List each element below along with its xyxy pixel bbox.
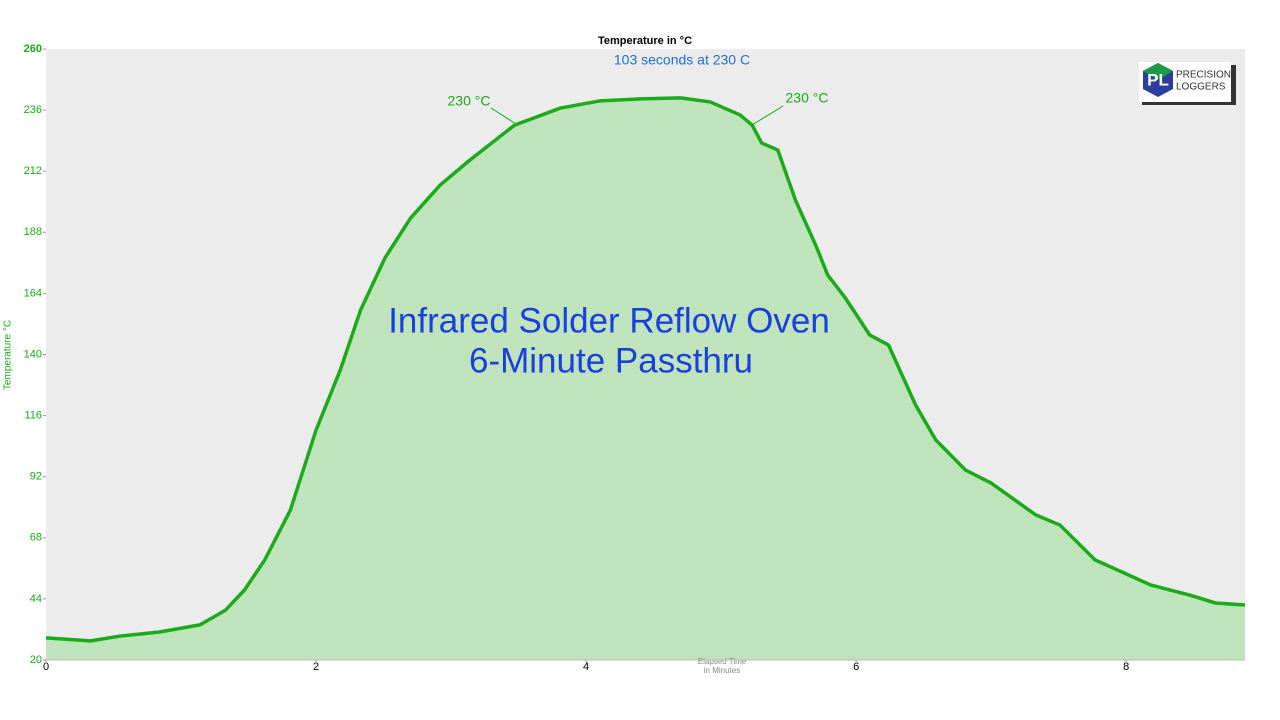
y-tick-label: 188 — [24, 226, 42, 238]
annotation: 230 °C — [448, 93, 491, 109]
logo: PL PRECISION LOGGERS — [1139, 62, 1236, 105]
x-tick-label: 0 — [43, 661, 49, 673]
annotation: 230 °C — [786, 90, 829, 106]
x-axis-label: Elapsed Time — [698, 657, 747, 666]
y-tick-label: 260 — [24, 43, 42, 55]
y-tick-label: 116 — [24, 410, 42, 422]
x-tick-label: 4 — [583, 661, 589, 673]
y-tick-label: 68 — [30, 532, 42, 544]
logo-text: PRECISION — [1176, 70, 1231, 81]
top-label: Temperature in °C — [598, 35, 692, 47]
y-tick-label: 236 — [24, 104, 42, 116]
line — [45, 96, 1246, 643]
x-tick-label: 6 — [853, 661, 859, 673]
area-fill — [46, 97, 1245, 660]
y-tick-label: 164 — [24, 287, 42, 299]
logo-hex-top — [1143, 63, 1173, 80]
y-tick-label: 212 — [24, 165, 42, 177]
logo-text: LOGGERS — [1176, 82, 1226, 93]
leader-line — [490, 107, 517, 125]
y-tick-label: 92 — [30, 471, 42, 483]
logo-mark: PL — [1147, 70, 1169, 89]
x-tick-label: 8 — [1123, 661, 1129, 673]
x-axis-label: in Minutes — [704, 666, 740, 675]
y-tick-label: 20 — [30, 654, 42, 666]
summary: 103 seconds at 230 C — [614, 52, 750, 68]
y-axis-label: Temperature °C — [3, 320, 14, 390]
y-tick-label: 44 — [30, 593, 42, 605]
y-tick-label: 140 — [24, 348, 42, 360]
leader-line — [751, 105, 784, 126]
chart-title: Infrared Solder Reflow Oven — [388, 301, 830, 340]
x-tick-label: 2 — [313, 661, 319, 673]
chart-subtitle: 6-Minute Passthru — [469, 341, 753, 380]
